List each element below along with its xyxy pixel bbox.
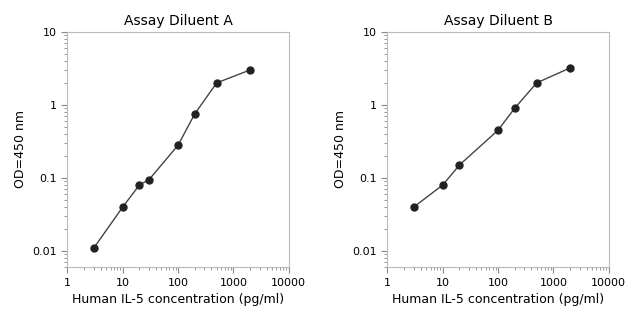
Title: Assay Diluent A: Assay Diluent A — [124, 14, 232, 28]
Y-axis label: OD=450 nm: OD=450 nm — [334, 110, 347, 188]
X-axis label: Human IL-5 concentration (pg/ml): Human IL-5 concentration (pg/ml) — [392, 293, 604, 306]
Title: Assay Diluent B: Assay Diluent B — [444, 14, 552, 28]
X-axis label: Human IL-5 concentration (pg/ml): Human IL-5 concentration (pg/ml) — [72, 293, 284, 306]
Y-axis label: OD=450 nm: OD=450 nm — [14, 110, 27, 188]
